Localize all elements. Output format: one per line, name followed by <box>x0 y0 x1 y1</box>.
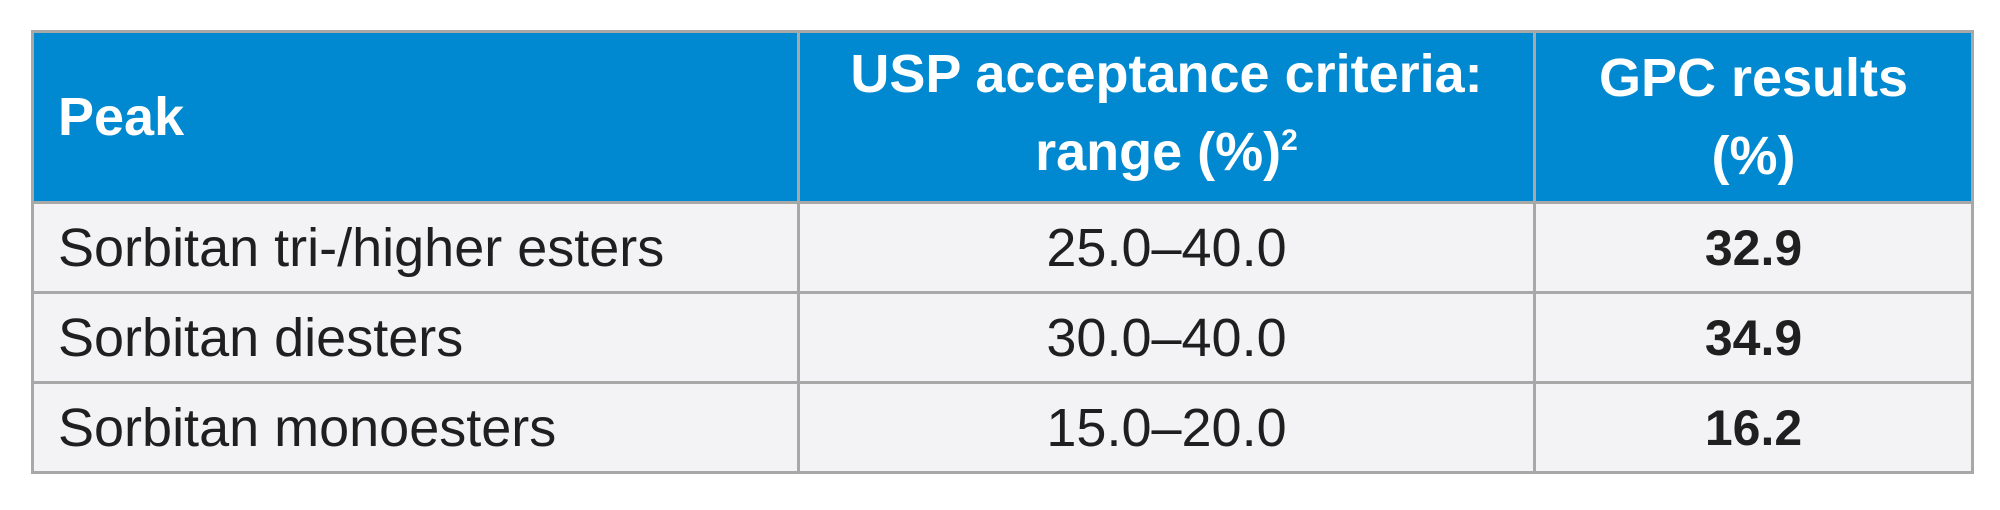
header-usp-line-2-wrap: range (%)2 <box>800 113 1533 200</box>
cell-peak: Sorbitan tri-/higher esters <box>31 201 800 294</box>
header-gpc-line-2: (%) <box>1711 126 1796 186</box>
cell-result: 34.9 <box>1533 291 1974 384</box>
table-row: Sorbitan monoesters 15.0–20.0 16.2 <box>31 381 1974 474</box>
header-usp-line-2: range (%) <box>1035 121 1282 182</box>
results-table-container: Peak USP acceptance criteria: range (%)2… <box>31 30 1974 474</box>
header-usp-line-1: USP acceptance criteria: <box>850 43 1483 104</box>
header-row: Peak USP acceptance criteria: range (%)2… <box>31 30 1974 204</box>
cell-peak: Sorbitan diesters <box>31 291 800 384</box>
cell-range: 25.0–40.0 <box>797 201 1536 294</box>
cell-peak: Sorbitan monoesters <box>31 381 800 474</box>
header-peak: Peak <box>31 30 800 204</box>
table-row: Sorbitan diesters 30.0–40.0 34.9 <box>31 291 1974 384</box>
header-gpc-results: GPC results (%) <box>1533 30 1974 204</box>
cell-result: 16.2 <box>1533 381 1974 474</box>
results-table: Peak USP acceptance criteria: range (%)2… <box>31 30 1974 474</box>
cell-range: 15.0–20.0 <box>797 381 1536 474</box>
header-usp-acceptance-criteria: USP acceptance criteria: range (%)2 <box>797 30 1536 204</box>
cell-result: 32.9 <box>1533 201 1974 294</box>
table-row: Sorbitan tri-/higher esters 25.0–40.0 32… <box>31 201 1974 294</box>
header-gpc-line-1: GPC results <box>1598 48 1909 108</box>
footnote-superscript: 2 <box>1281 123 1298 157</box>
table-body: Sorbitan tri-/higher esters 25.0–40.0 32… <box>31 201 1974 474</box>
table-header: Peak USP acceptance criteria: range (%)2… <box>31 30 1974 204</box>
header-peak-label: Peak <box>58 87 185 147</box>
cell-range: 30.0–40.0 <box>797 291 1536 384</box>
